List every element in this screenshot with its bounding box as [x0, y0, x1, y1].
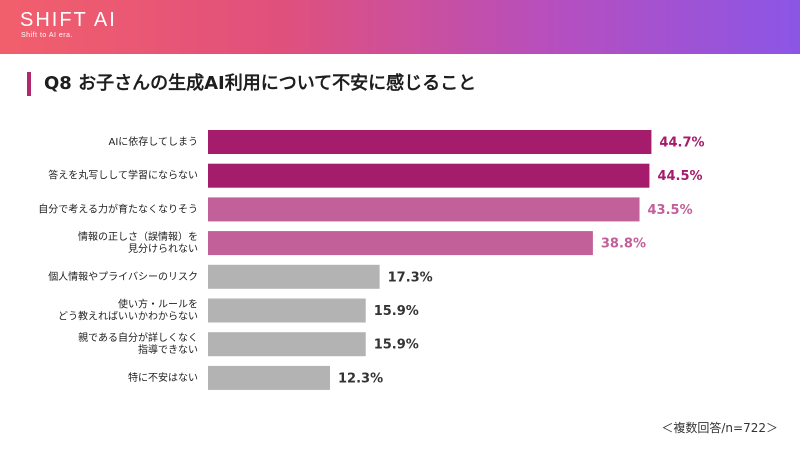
- bar-3: [208, 197, 640, 222]
- category-label-1: AIに依存してしまう: [109, 135, 199, 148]
- header-band: [0, 0, 800, 54]
- category-label-8: 特に不安はない: [128, 371, 198, 384]
- logo-text: SHIFT AI: [20, 9, 117, 31]
- bar-5: [208, 264, 380, 289]
- category-label-2: 答えを丸写しして学習にならない: [48, 169, 198, 182]
- category-label-3: 自分で考える力が育たなくなりそう: [38, 202, 198, 215]
- value-label-1: 44.7%: [659, 136, 704, 151]
- category-label-4-line-2: 見分けられない: [128, 243, 198, 255]
- bar-8: [208, 365, 331, 390]
- value-label-2: 44.5%: [657, 169, 702, 184]
- footnote: ＜複数回答/n=722＞: [661, 421, 778, 435]
- category-label-6-line-1: 使い方・ルールを: [118, 298, 198, 311]
- chart-title: Q8 お子さんの生成AI利用について不安に感じること: [44, 73, 477, 94]
- value-label-3: 43.5%: [648, 203, 693, 218]
- bar-2: [208, 163, 650, 188]
- category-label-6-line-2: どう教えればいいかわからない: [58, 310, 198, 323]
- bar-4: [208, 231, 593, 256]
- value-label-4: 38.8%: [601, 237, 646, 252]
- value-label-6: 15.9%: [374, 304, 419, 319]
- logo-tagline: Shift to AI era.: [21, 32, 73, 39]
- category-label-5: 個人情報やプライバシーのリスク: [48, 270, 198, 283]
- bar-6: [208, 298, 366, 323]
- category-label-7-line-2: 指導できない: [138, 343, 198, 356]
- title-accent-bar: [27, 72, 31, 96]
- value-label-5: 17.3%: [388, 270, 433, 285]
- bar-1: [208, 130, 652, 154]
- value-label-7: 15.9%: [374, 338, 419, 353]
- bar-7: [208, 332, 366, 357]
- value-label-8: 12.3%: [338, 371, 383, 386]
- category-label-7-line-1: 親である自分が詳しくなく: [78, 331, 198, 344]
- category-label-4-line-1: 情報の正しさ（誤情報）を: [78, 230, 198, 243]
- brand-logo: SHIFT AI Shift to AI era.: [20, 9, 117, 39]
